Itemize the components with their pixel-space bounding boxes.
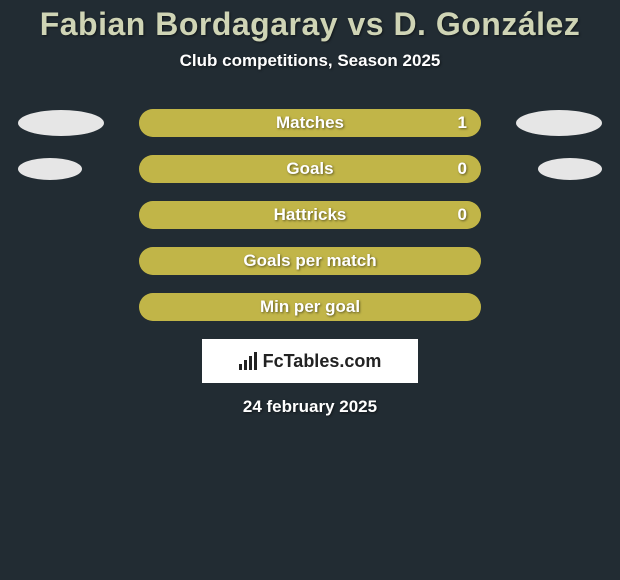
logo-text: FcTables.com <box>263 351 382 372</box>
logo-box: FcTables.com <box>202 339 418 383</box>
stat-label: Min per goal <box>260 297 360 317</box>
stat-row: Goals per match <box>0 247 620 275</box>
stat-label: Goals per match <box>243 251 376 271</box>
stat-row: Min per goal <box>0 293 620 321</box>
stat-row: Matches 1 <box>0 109 620 137</box>
stat-label: Matches <box>276 113 344 133</box>
stat-bar: Matches 1 <box>139 109 481 137</box>
stat-label: Hattricks <box>274 205 347 225</box>
stat-value: 1 <box>458 113 467 133</box>
subtitle: Club competitions, Season 2025 <box>0 51 620 71</box>
stat-row: Goals 0 <box>0 155 620 183</box>
stat-value: 0 <box>458 159 467 179</box>
stat-bar: Goals per match <box>139 247 481 275</box>
right-ellipse <box>538 158 602 180</box>
left-ellipse <box>18 158 82 180</box>
stat-label: Goals <box>286 159 333 179</box>
stat-rows: Matches 1 Goals 0 Hattricks 0 Goals per match M… <box>0 109 620 321</box>
comparison-card: Fabian Bordagaray vs D. González Club co… <box>0 0 620 580</box>
barchart-icon <box>239 352 257 370</box>
stat-row: Hattricks 0 <box>0 201 620 229</box>
page-title: Fabian Bordagaray vs D. González <box>0 0 620 43</box>
stat-bar: Min per goal <box>139 293 481 321</box>
stat-value: 0 <box>458 205 467 225</box>
stat-bar: Hattricks 0 <box>139 201 481 229</box>
date-label: 24 february 2025 <box>0 397 620 417</box>
left-ellipse <box>18 110 104 136</box>
right-ellipse <box>516 110 602 136</box>
stat-bar: Goals 0 <box>139 155 481 183</box>
